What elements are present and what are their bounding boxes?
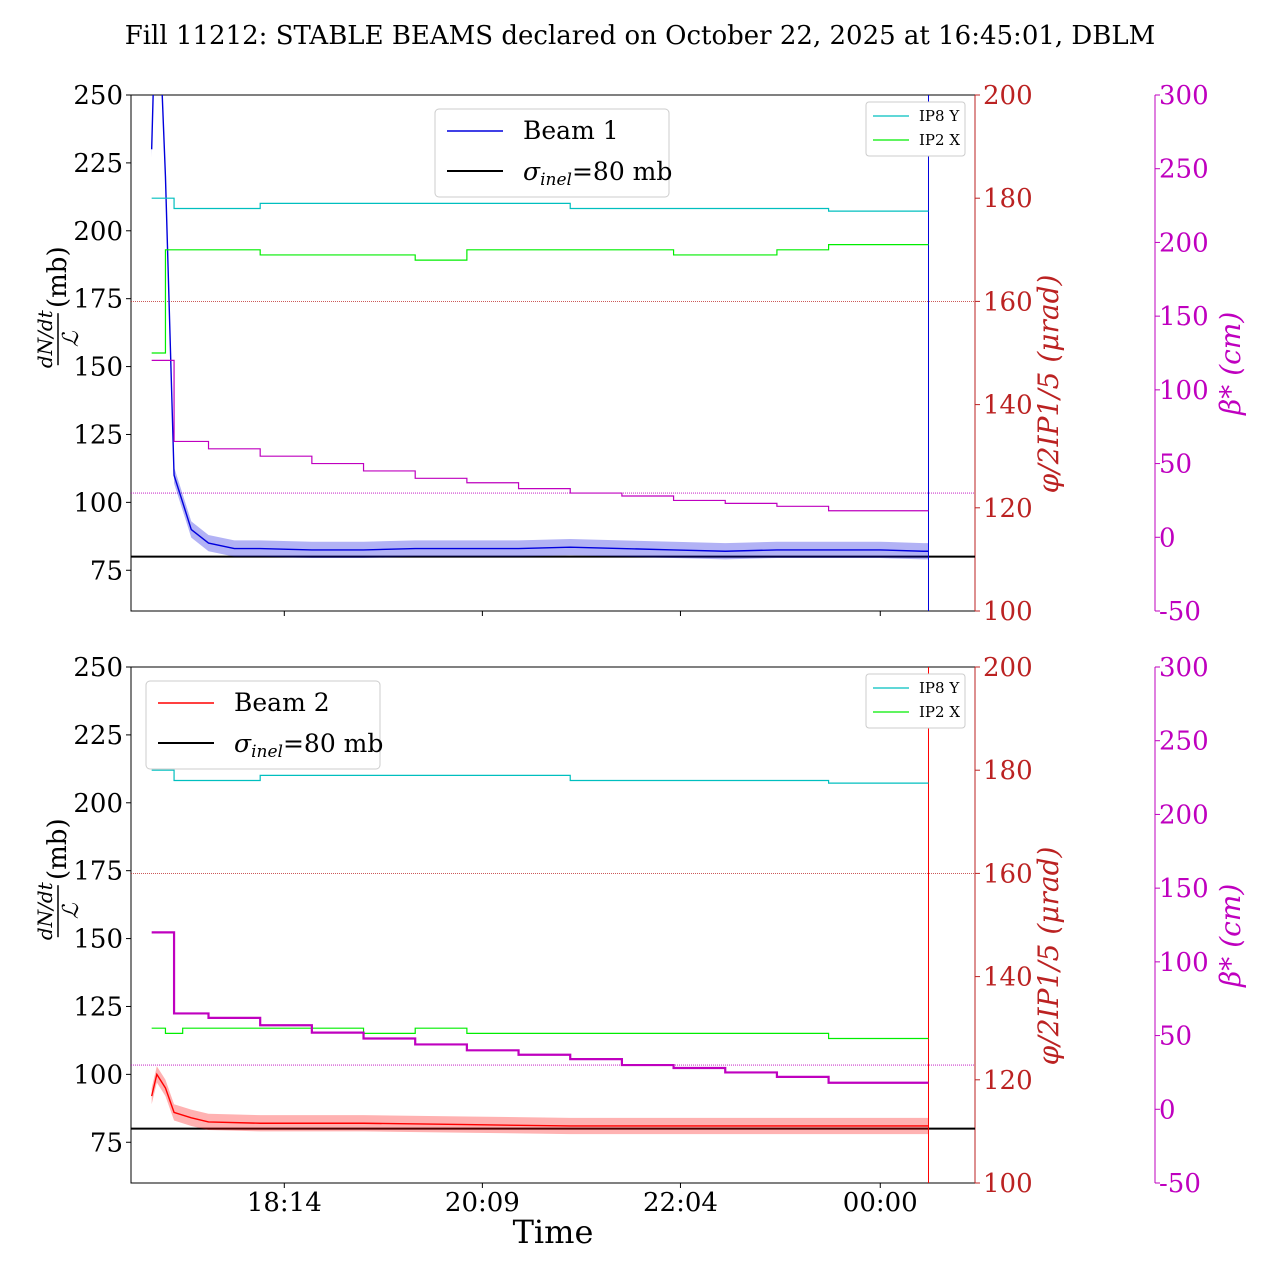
left-axis-tick-label: 150 [73, 353, 123, 383]
beta-axis-tick-label: 50 [1159, 450, 1192, 480]
x-axis-tick-label: 22:04 [643, 1188, 718, 1218]
left-axis-tick-label: 175 [73, 857, 123, 887]
crossing-axis-label: φ/2IP1/5 (μrad) [1032, 275, 1065, 494]
beta-axis-tick-label: 0 [1159, 1095, 1176, 1125]
left-axis-numerator: dN/dt [33, 309, 57, 368]
left-axis-tick-label: 100 [73, 1060, 123, 1090]
crossing-axis-label: φ/2IP1/5 (μrad) [1032, 847, 1065, 1066]
left-axis-label: dN/dt ℒ (mb) [33, 246, 84, 368]
crossing-legend: IP8 Y IP2 X [865, 101, 966, 157]
beta-axis-tick-label: 300 [1159, 653, 1209, 683]
left-axis-tick-label: 125 [73, 420, 123, 450]
beta-star-line [151, 931, 929, 1084]
beam-uncertainty-band [151, 1066, 929, 1135]
beta-axis-tick-label: 250 [1159, 727, 1209, 757]
legend-beam-label: Beam 1 [523, 116, 619, 145]
left-axis-denominator: ℒ [59, 330, 84, 347]
left-axis-tick-label: 75 [90, 1128, 123, 1158]
left-axis-unit: (mb) [43, 818, 73, 880]
beta-axis-tick-label: 300 [1159, 81, 1209, 111]
left-axis-tick-label: 175 [73, 285, 123, 315]
crossing-axis-tick-label: 120 [983, 1066, 1033, 1096]
beta-axis-tick-label: 200 [1159, 800, 1209, 830]
crossing-axis-tick-label: 180 [983, 756, 1033, 786]
x-axis-tick-label: 18:14 [247, 1188, 322, 1218]
beta-axis-tick-label: -50 [1159, 597, 1201, 627]
crossing-axis-tick-label: 100 [983, 597, 1033, 627]
crossing-axis-tick-label: 160 [983, 287, 1033, 317]
top-panel: 75 100 125 150 175 200 225 250 dN/dt ℒ (mb) 100 120 1… [33, 81, 1247, 627]
ip2-x-line [151, 244, 929, 354]
left-axis-tick-label: 125 [73, 992, 123, 1022]
crossing-axis-tick-label: 200 [983, 653, 1033, 683]
main-legend: Beam 1 σinel=80 mb [434, 108, 672, 198]
x-axis-label: Time [513, 1213, 594, 1251]
legend-beam-label: Beam 2 [234, 688, 330, 717]
beta-star-line [151, 359, 929, 512]
beta-axis-tick-label: 250 [1159, 155, 1209, 185]
beam-uncertainty-band [151, 95, 929, 560]
left-axis-tick-label: 250 [73, 81, 123, 111]
left-axis-unit: (mb) [43, 246, 73, 308]
beta-axis-tick-label: -50 [1159, 1169, 1201, 1199]
ip8-y-line [151, 197, 929, 212]
beta-axis-tick-label: 150 [1159, 302, 1209, 332]
left-axis-tick-label: 100 [73, 488, 123, 518]
left-axis-tick-label: 75 [90, 556, 123, 586]
beam-intensity-line [150, 1072, 929, 1127]
left-axis-tick-label: 200 [73, 217, 123, 247]
ip8-y-line [151, 769, 929, 784]
legend-sigma-label: σinel=80 mb [234, 729, 383, 762]
crossing-axis-tick-label: 140 [983, 391, 1033, 421]
main-legend: Beam 2 σinel=80 mb [145, 680, 383, 770]
crossing-axis-tick-label: 140 [983, 963, 1033, 993]
beta-axis-label: β* (cm) [1214, 884, 1247, 988]
crossing-legend: IP8 Y IP2 X [865, 673, 966, 729]
left-axis-tick-label: 200 [73, 789, 123, 819]
beta-axis-tick-label: 100 [1159, 376, 1209, 406]
crossing-axis-tick-label: 160 [983, 859, 1033, 889]
beta-axis-tick-label: 50 [1159, 1022, 1192, 1052]
beta-axis-tick-label: 150 [1159, 874, 1209, 904]
left-axis-label: dN/dt ℒ (mb) [33, 818, 84, 940]
crossing-axis-tick-label: 180 [983, 184, 1033, 214]
left-axis-denominator: ℒ [59, 902, 84, 919]
crossing-legend-label: IP8 Y [919, 679, 960, 697]
left-axis-tick-label: 250 [73, 653, 123, 683]
left-axis-tick-label: 150 [73, 925, 123, 955]
crossing-axis-tick-label: 200 [983, 81, 1033, 111]
x-axis-tick-label: 20:09 [445, 1188, 520, 1218]
left-axis-tick-label: 225 [73, 149, 123, 179]
ip2-x-line [151, 1027, 929, 1040]
left-axis-numerator: dN/dt [33, 881, 57, 940]
legend-sigma-label: σinel=80 mb [523, 157, 672, 190]
beta-axis-tick-label: 100 [1159, 948, 1209, 978]
crossing-legend-label: IP2 X [919, 703, 960, 721]
plot-area [150, 95, 929, 611]
crossing-legend-label: IP2 X [919, 131, 960, 149]
crossing-legend-label: IP8 Y [919, 107, 960, 125]
x-axis-ticks: 18:14 20:09 22:04 00:00 [247, 611, 918, 1218]
left-axis-tick-label: 225 [73, 721, 123, 751]
plot-area [150, 667, 929, 1183]
figure-title: Fill 11212: STABLE BEAMS declared on Oct… [125, 21, 1156, 51]
beta-axis-label: β* (cm) [1214, 312, 1247, 416]
beam-intensity-line [150, 95, 929, 552]
beta-axis-tick-label: 200 [1159, 228, 1209, 258]
beta-axis-tick-label: 0 [1159, 523, 1176, 553]
x-axis-tick-label: 00:00 [843, 1188, 918, 1218]
crossing-axis-tick-label: 100 [983, 1169, 1033, 1199]
bottom-panel: 75 100 125 150 175 200 225 250 dN/dt ℒ (mb) 100 120 1… [33, 653, 1247, 1199]
crossing-axis-tick-label: 120 [983, 494, 1033, 524]
